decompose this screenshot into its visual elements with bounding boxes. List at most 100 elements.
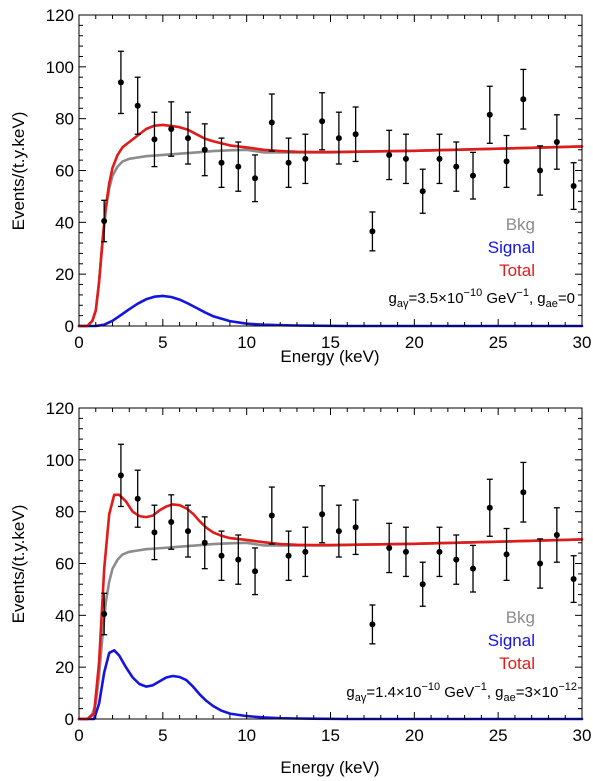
data-point bbox=[420, 562, 426, 606]
data-marker bbox=[420, 581, 426, 587]
x-axis-title: Energy (keV) bbox=[280, 758, 379, 777]
coupling-annotation: gaγ=1.4×10−10 GeV−1, gae=3×10−12 bbox=[346, 681, 577, 704]
x-tick-label: 20 bbox=[405, 333, 424, 352]
data-point bbox=[369, 605, 375, 644]
annotation-part: −1 bbox=[516, 287, 529, 299]
legend-total: Total bbox=[499, 654, 535, 673]
data-point bbox=[168, 102, 174, 156]
data-marker bbox=[118, 472, 124, 478]
data-marker bbox=[319, 511, 325, 517]
annotation-part: , g bbox=[529, 290, 546, 307]
annotation-part: g bbox=[346, 684, 354, 701]
x-tick-label: 10 bbox=[237, 333, 256, 352]
annotation-part: GeV bbox=[440, 684, 474, 701]
data-marker bbox=[487, 505, 493, 511]
data-marker bbox=[101, 611, 107, 617]
annotation-part: , g bbox=[487, 684, 504, 701]
data-marker bbox=[504, 551, 510, 557]
data-point bbox=[319, 486, 325, 543]
x-axis-title: Energy (keV) bbox=[280, 347, 379, 366]
data-marker bbox=[436, 156, 442, 162]
data-marker bbox=[571, 183, 577, 189]
data-marker bbox=[353, 524, 359, 530]
data-marker bbox=[487, 112, 493, 118]
x-tick-label: 0 bbox=[74, 333, 83, 352]
data-marker bbox=[520, 96, 526, 102]
data-point bbox=[403, 527, 409, 576]
y-tick-label: 120 bbox=[46, 399, 74, 418]
annotation-part: −12 bbox=[558, 681, 577, 693]
legend: Bkg Signal Total bbox=[488, 215, 535, 280]
data-marker bbox=[286, 160, 292, 166]
data-point bbox=[286, 138, 292, 187]
data-point bbox=[286, 531, 292, 580]
annotation-part: aγ bbox=[397, 298, 409, 310]
data-point bbox=[336, 505, 342, 557]
legend: Bkg Signal Total bbox=[488, 608, 535, 673]
y-tick-label: 120 bbox=[46, 6, 74, 25]
y-axis-title: Events/(t.y.keV) bbox=[9, 112, 28, 231]
y-tick-label: 40 bbox=[55, 213, 74, 232]
legend-bkg: Bkg bbox=[506, 608, 535, 627]
annotation-part: =3.5×10 bbox=[408, 290, 463, 307]
data-marker bbox=[235, 164, 241, 170]
data-point bbox=[520, 462, 526, 522]
x-tick-label: 0 bbox=[74, 726, 83, 745]
data-marker bbox=[470, 566, 476, 572]
data-marker bbox=[520, 489, 526, 495]
data-point bbox=[369, 212, 375, 251]
data-point bbox=[302, 134, 308, 183]
data-marker bbox=[252, 175, 258, 181]
data-point bbox=[487, 479, 493, 536]
y-tick-label: 0 bbox=[65, 317, 74, 336]
chart-panel-top: 0 5 10 15 20 25 30 0 20 40 60 80 100 120 Energy (keV… bbox=[9, 6, 591, 366]
data-marker bbox=[185, 528, 191, 534]
data-point bbox=[302, 527, 308, 576]
data-marker bbox=[302, 156, 308, 162]
data-point bbox=[487, 86, 493, 143]
x-tick-label: 20 bbox=[405, 726, 424, 745]
y-tick-label: 20 bbox=[55, 658, 74, 677]
data-marker bbox=[168, 126, 174, 132]
coupling-annotation: gaγ=3.5×10−10 GeV−1, gae=0 bbox=[389, 287, 575, 310]
data-marker bbox=[135, 496, 141, 502]
data-point bbox=[504, 529, 510, 581]
data-marker bbox=[353, 131, 359, 137]
y-tick-label: 60 bbox=[55, 555, 74, 574]
data-marker bbox=[269, 120, 275, 126]
data-marker bbox=[470, 173, 476, 179]
data-marker bbox=[537, 168, 543, 174]
annotation-part: =3×10 bbox=[516, 684, 559, 701]
data-point bbox=[118, 51, 124, 113]
data-marker bbox=[571, 576, 577, 582]
annotation-part: GeV bbox=[482, 290, 516, 307]
x-tick-label: 25 bbox=[489, 726, 508, 745]
data-point bbox=[336, 112, 342, 164]
data-marker bbox=[420, 188, 426, 194]
legend-signal: Signal bbox=[488, 631, 535, 650]
x-tick-label: 5 bbox=[158, 333, 167, 352]
y-tick-labels: 0 20 40 60 80 100 120 bbox=[46, 399, 74, 729]
data-marker bbox=[101, 218, 107, 224]
data-marker bbox=[151, 136, 157, 142]
data-marker bbox=[369, 228, 375, 234]
annotation-part: −10 bbox=[464, 287, 483, 299]
y-tick-label: 100 bbox=[46, 58, 74, 77]
data-marker bbox=[554, 532, 560, 538]
annotation-part: =1.4×10 bbox=[366, 684, 421, 701]
y-tick-label: 80 bbox=[55, 110, 74, 129]
data-point bbox=[135, 470, 141, 527]
data-marker bbox=[135, 103, 141, 109]
annotation-part: ae bbox=[546, 298, 558, 310]
data-point bbox=[537, 539, 543, 588]
data-point bbox=[436, 527, 442, 576]
data-marker bbox=[269, 513, 275, 519]
data-marker bbox=[168, 519, 174, 525]
x-tick-label: 10 bbox=[237, 726, 256, 745]
data-marker bbox=[151, 529, 157, 535]
data-marker bbox=[504, 158, 510, 164]
y-tick-label: 100 bbox=[46, 451, 74, 470]
data-point bbox=[386, 523, 392, 572]
data-point bbox=[470, 545, 476, 592]
data-point bbox=[420, 169, 426, 213]
